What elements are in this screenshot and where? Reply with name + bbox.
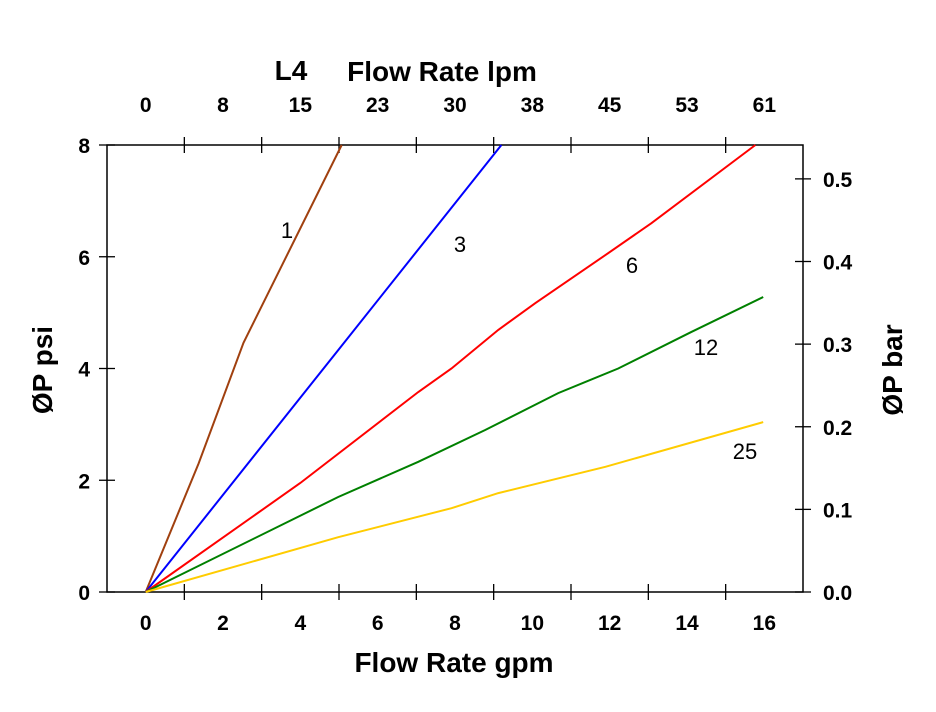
y-right-tick-label: 0.5 xyxy=(823,169,853,192)
x-tick-label: 0 xyxy=(140,612,152,635)
y-tick-label: 0 xyxy=(78,582,90,605)
x-tick-label: 2 xyxy=(217,612,229,635)
series-lines xyxy=(144,144,764,593)
series-label-6: 6 xyxy=(626,253,638,278)
y-tick-label: 8 xyxy=(78,135,90,158)
y-tick-label: 2 xyxy=(78,470,90,493)
x-top-tick-label: 53 xyxy=(675,94,698,117)
y-axis-title: ØP psi xyxy=(27,326,58,414)
y-right-tick-label: 0.0 xyxy=(823,582,852,605)
tick-labels: 0 2 4 6 8 10 12 14 160 8 15 23 30 38 45 53 61024680.00.1… xyxy=(78,94,852,635)
y-axis-right-title: ØP bar xyxy=(877,324,908,415)
series-line-1 xyxy=(144,144,343,593)
x-axis-title: Flow Rate gpm xyxy=(354,647,553,678)
plot-frame xyxy=(106,144,804,593)
y-tick-label: 4 xyxy=(78,359,90,382)
x-top-tick-label: 30 xyxy=(443,94,466,117)
series-line-6 xyxy=(145,144,757,593)
x-tick-label: 4 xyxy=(294,612,306,635)
x-tick-label: 14 xyxy=(675,612,699,635)
series-line-3 xyxy=(144,144,503,593)
x-top-tick-label: 45 xyxy=(598,94,622,117)
y-right-tick-label: 0.1 xyxy=(823,499,853,522)
series-label-12: 12 xyxy=(694,335,718,360)
x-top-tick-label: 61 xyxy=(753,94,777,117)
x-top-tick-label: 0 xyxy=(140,94,152,117)
y-right-tick-label: 0.3 xyxy=(823,334,852,357)
x-top-tick-label: 23 xyxy=(366,94,389,117)
x-tick-label: 6 xyxy=(372,612,384,635)
x-axis-top-title: Flow Rate lpm xyxy=(347,56,537,87)
y-right-tick-label: 0.4 xyxy=(823,252,853,275)
x-top-tick-label: 38 xyxy=(521,94,545,117)
series-line-12 xyxy=(145,296,764,593)
x-tick-label: 8 xyxy=(449,612,461,635)
x-top-tick-label: 15 xyxy=(289,94,313,117)
series-label-1: 1 xyxy=(281,218,293,243)
series-line-25 xyxy=(145,421,764,593)
x-tick-label: 12 xyxy=(598,612,621,635)
x-tick-label: 10 xyxy=(521,612,544,635)
y-right-tick-label: 0.2 xyxy=(823,417,852,440)
series-label-3: 3 xyxy=(454,232,466,257)
series-title: L4 xyxy=(275,55,308,86)
x-top-tick-label: 8 xyxy=(217,94,229,117)
y-tick-label: 6 xyxy=(78,247,90,270)
series-label-25: 25 xyxy=(733,439,757,464)
x-tick-label: 16 xyxy=(753,612,776,635)
axis-ticks xyxy=(99,137,811,600)
